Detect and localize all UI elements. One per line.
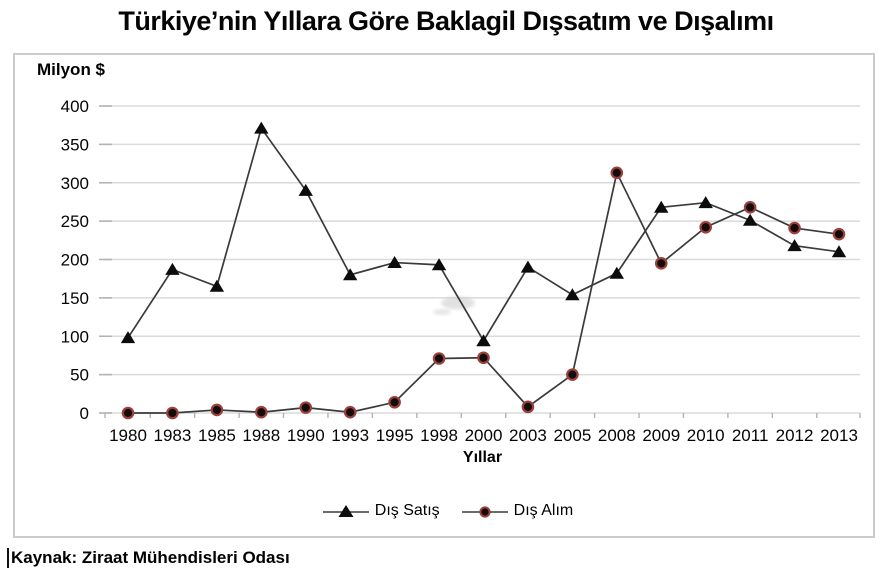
marker-d-sat--2005 <box>565 288 580 301</box>
x-tick-label-1988: 1988 <box>242 426 280 445</box>
legend-item-dis-alim: Dış Alım <box>461 502 574 520</box>
marker-d-sat--2013 <box>831 245 847 258</box>
marker-d-sat--2008 <box>609 266 625 279</box>
y-tick-label-250: 250 <box>61 212 89 231</box>
marker-d-al-m-1980 <box>121 406 135 420</box>
marker-d-al-m-1998 <box>432 352 446 365</box>
marker-d-sat--1998 <box>431 258 447 271</box>
marker-d-sat--2010 <box>698 196 713 209</box>
y-tick-label-300: 300 <box>61 174 89 193</box>
marker-d-al-m-1990 <box>299 401 313 414</box>
marker-d-sat--1995 <box>387 255 402 268</box>
x-tick-label-1993: 1993 <box>331 426 369 445</box>
y-tick-label-350: 350 <box>61 135 89 154</box>
dis-satis-legend-marker-icon <box>322 505 369 517</box>
smudge-artifact <box>433 309 451 315</box>
marker-d-al-m-1988 <box>255 405 268 419</box>
marker-d-sat--2009 <box>654 200 669 213</box>
series-line-d-sat- <box>127 126 840 343</box>
marker-d-al-m-2005 <box>566 368 579 381</box>
marker-d-sat--2003 <box>520 260 536 273</box>
y-tick-label-200: 200 <box>61 251 89 270</box>
marker-d-sat--2012 <box>787 239 802 252</box>
marker-d-al-m-2010 <box>699 220 712 234</box>
marker-d-sat--2000 <box>476 334 491 347</box>
source-text: Kaynak: Ziraat Mühendisleri Odası <box>11 548 290 567</box>
x-tick-label-1998: 1998 <box>420 426 458 445</box>
y-tick-label-400: 400 <box>61 97 89 116</box>
x-tick-label-2005: 2005 <box>553 426 591 445</box>
x-axis-title: Yıllar <box>462 449 503 466</box>
marker-d-sat--2011 <box>742 213 758 226</box>
marker-d-al-m-1983 <box>166 406 179 420</box>
marker-d-sat--1985 <box>209 279 225 292</box>
marker-d-al-m-2000 <box>477 351 490 365</box>
marker-d-al-m-1985 <box>210 403 224 417</box>
marker-d-sat--1980 <box>120 331 136 344</box>
source-note: Kaynak: Ziraat Mühendisleri Odası <box>7 548 290 568</box>
marker-d-al-m-2009 <box>654 257 668 270</box>
x-tick-label-2009: 2009 <box>642 426 680 445</box>
text-cursor <box>7 548 9 568</box>
y-tick-label-50: 50 <box>70 366 89 385</box>
x-tick-label-2003: 2003 <box>509 426 547 445</box>
marker-d-al-m-2008 <box>610 166 624 180</box>
marker-d-al-m-2011 <box>743 201 757 214</box>
smudge-artifact <box>441 296 475 310</box>
y-tick-label-100: 100 <box>61 327 89 346</box>
marker-d-al-m-2013 <box>832 227 846 241</box>
line-chart: 0 50 100 150 200 250 300 350 400 1980 1983 1985 1988… <box>61 97 861 445</box>
y-axis-title: Milyon $ <box>37 60 106 79</box>
marker-d-sat--1990 <box>298 183 313 196</box>
x-tick-label-1983: 1983 <box>154 426 192 445</box>
chart-legend: Dış Satış Dış Alım <box>23 502 873 520</box>
marker-d-al-m-2012 <box>788 221 801 235</box>
legend-label-dis-satis: Dış Satış <box>374 502 440 519</box>
chart-title: Türkiye’nin Yıllara Göre Baklagil Dışsat… <box>118 6 774 36</box>
x-tick-label-2008: 2008 <box>598 426 636 445</box>
x-tick-label-2013: 2013 <box>820 426 858 445</box>
dis-alim-legend-marker-icon <box>461 506 508 518</box>
x-tick-label-1995: 1995 <box>376 426 414 445</box>
chart-frame: Milyon $ 0 50 100 150 200 250 300 350 400 1980 198… <box>13 53 875 538</box>
x-tick-label-2012: 2012 <box>776 426 814 445</box>
marker-d-sat--1983 <box>165 262 180 275</box>
x-tick-label-1990: 1990 <box>287 426 325 445</box>
marker-d-sat--1988 <box>254 121 269 134</box>
series-line-d-al-m <box>128 170 840 414</box>
marker-d-al-m-2003 <box>521 400 535 414</box>
legend-item-dis-satis: Dış Satış <box>322 502 440 520</box>
legend-label-dis-alim: Dış Alım <box>513 502 574 519</box>
y-tick-label-150: 150 <box>61 289 89 308</box>
marker-d-sat--1993 <box>342 268 358 281</box>
marker-d-al-m-1993 <box>343 405 357 419</box>
marker-d-al-m-1995 <box>388 395 401 409</box>
x-tick-label-2011: 2011 <box>732 426 769 445</box>
x-tick-label-2000: 2000 <box>465 426 503 445</box>
y-tick-label-0: 0 <box>80 404 89 423</box>
x-tick-label-1980: 1980 <box>109 426 147 445</box>
x-tick-label-1985: 1985 <box>198 426 236 445</box>
x-tick-label-2010: 2010 <box>687 426 725 445</box>
